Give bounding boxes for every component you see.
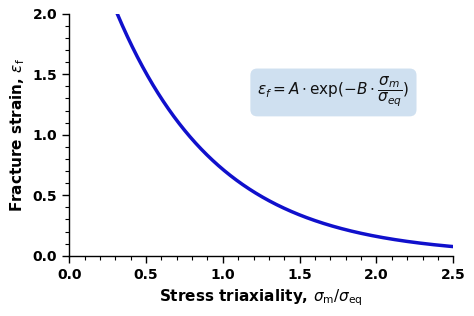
Y-axis label: Fracture strain, $\varepsilon_\mathrm{f}$: Fracture strain, $\varepsilon_\mathrm{f}…	[9, 58, 27, 212]
X-axis label: Stress triaxiality, $\sigma_\mathrm{m}/\sigma_\mathrm{eq}$: Stress triaxiality, $\sigma_\mathrm{m}/\…	[159, 287, 363, 308]
Text: $\varepsilon_f = A \cdot \exp(-B \cdot \dfrac{\sigma_m}{\sigma_{eq}})$: $\varepsilon_f = A \cdot \exp(-B \cdot \…	[257, 76, 410, 109]
